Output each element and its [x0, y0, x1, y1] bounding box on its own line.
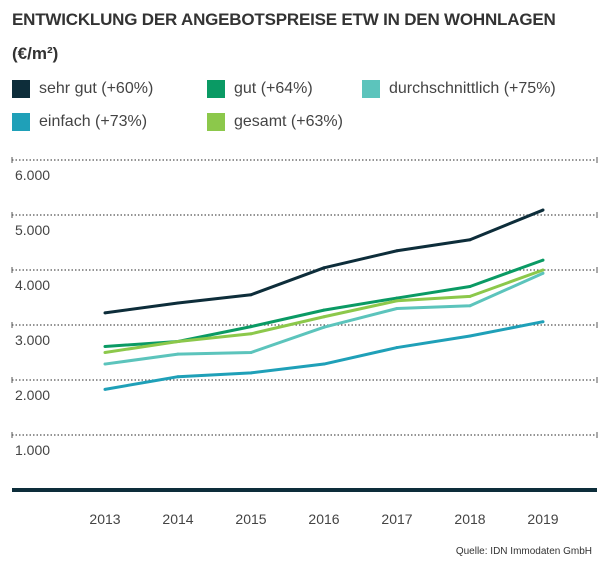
data-point: [395, 299, 399, 303]
data-point: [322, 325, 326, 329]
data-point: [249, 293, 253, 297]
legend-label: durchschnittlich (+75%): [389, 80, 556, 97]
source-note: Quelle: IDN Immodaten GmbH: [455, 546, 592, 557]
y-tick-label: 4.000: [15, 277, 50, 293]
data-point: [176, 352, 180, 356]
x-tick-label: 2017: [381, 511, 412, 527]
x-tick-label: 2015: [235, 511, 266, 527]
x-tick-label: 2019: [527, 511, 558, 527]
data-point: [249, 351, 253, 354]
data-point: [395, 307, 399, 310]
legend-swatch: [207, 113, 225, 131]
legend-label: gut (+64%): [234, 80, 313, 97]
legend-swatch: [12, 80, 30, 98]
y-tick-label: 5.000: [15, 222, 50, 238]
y-tick-label: 3.000: [15, 332, 50, 348]
data-point: [322, 308, 326, 312]
data-point: [103, 311, 107, 315]
legend-item-gut: gut (+64%): [207, 80, 313, 98]
data-point: [468, 304, 472, 308]
legend-item-sehr-gut: sehr gut (+60%): [12, 80, 153, 98]
data-point: [103, 344, 107, 348]
legend-swatch: [362, 80, 380, 98]
data-point: [103, 351, 107, 354]
y-tick-label: 1.000: [15, 442, 50, 458]
data-point: [468, 238, 472, 242]
data-point: [176, 375, 180, 379]
series-line-0: [104, 208, 544, 315]
legend-label: einfach (+73%): [39, 113, 148, 130]
data-point: [395, 296, 399, 300]
legend-label: gesamt (+63%): [234, 113, 343, 130]
data-point: [322, 266, 326, 270]
data-point: [322, 362, 326, 366]
series-line-2: [104, 271, 544, 366]
data-point: [249, 332, 253, 336]
x-tick-label: 2013: [89, 511, 120, 527]
data-point: [468, 334, 472, 338]
chart-title: ENTWICKLUNG DER ANGEBOTSPREISE ETW IN DE…: [12, 10, 556, 29]
legend-swatch: [12, 113, 30, 131]
data-point: [322, 315, 326, 319]
data-point: [541, 258, 545, 262]
legend-item-durchschnittlich: durchschnittlich (+75%): [362, 80, 556, 98]
data-point: [395, 346, 399, 350]
x-tick-label: 2014: [162, 511, 193, 527]
data-point: [541, 268, 545, 272]
data-point: [541, 320, 545, 324]
y-tick-label: 2.000: [15, 387, 50, 403]
data-point: [395, 249, 399, 253]
legend-label: sehr gut (+60%): [39, 80, 154, 97]
data-point: [176, 340, 180, 343]
data-point: [468, 285, 472, 288]
data-point: [468, 294, 472, 298]
legend-swatch: [207, 80, 225, 98]
y-tick-label: 6.000: [15, 167, 50, 183]
x-tick-label: 2016: [308, 511, 339, 527]
data-point: [176, 301, 180, 305]
data-point: [103, 362, 107, 366]
x-tick-label: 2018: [454, 511, 485, 527]
data-point: [541, 271, 545, 275]
data-point: [249, 325, 253, 329]
data-point: [541, 208, 545, 212]
legend-item-gesamt: gesamt (+63%): [207, 113, 343, 131]
legend-item-einfach: einfach (+73%): [12, 113, 147, 131]
data-point: [249, 371, 253, 375]
data-point: [103, 387, 107, 391]
chart-subtitle: (€/m²): [12, 44, 59, 63]
